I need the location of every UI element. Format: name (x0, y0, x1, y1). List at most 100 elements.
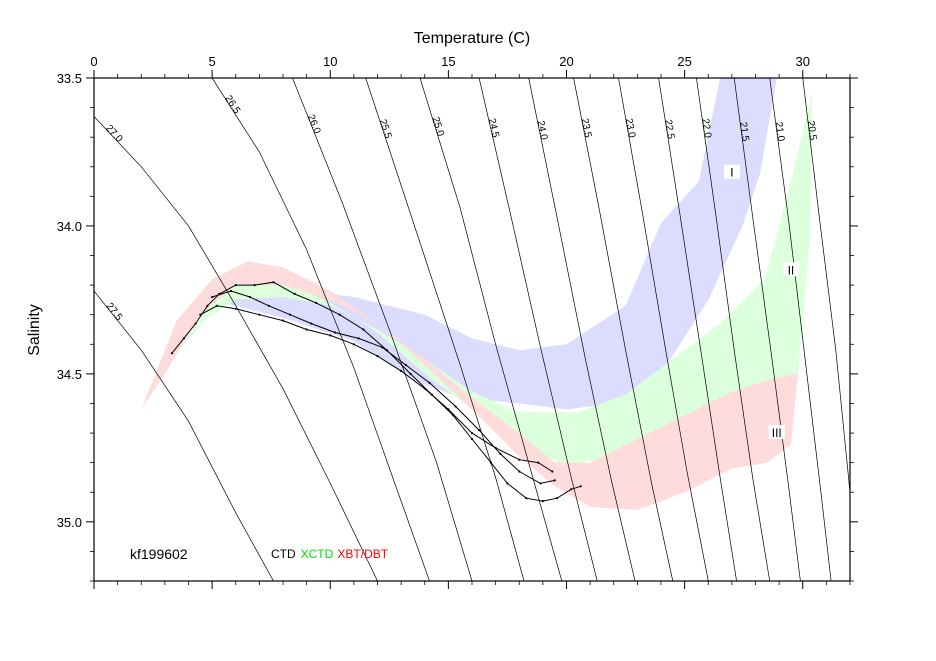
ctd-point (553, 479, 556, 482)
density-contour-label: 21.5 (737, 121, 751, 142)
density-contour (528, 78, 636, 581)
ctd-point (555, 497, 559, 500)
ctd-point (310, 322, 313, 325)
y-axis-label: Salinity (26, 304, 43, 356)
density-contour-label: 20.5 (805, 120, 818, 141)
density-contour-label: 22.0 (699, 118, 713, 139)
ctd-point (400, 369, 403, 372)
region-label-III: III (772, 426, 782, 440)
water-mass-regions (141, 78, 813, 510)
ctd-point (338, 313, 341, 316)
density-contour-label: 26.5 (222, 94, 242, 117)
ctd-profiles (170, 281, 582, 503)
density-contour (696, 78, 771, 581)
region-label-bg (768, 425, 785, 440)
ctd-point (541, 500, 545, 503)
density-contour (658, 78, 737, 581)
x-tick-label: 25 (677, 54, 691, 69)
y-tick-label: 34.5 (57, 367, 82, 382)
ctd-point (518, 458, 521, 461)
density-contour (802, 78, 850, 493)
ctd-point (253, 284, 256, 287)
ctd-point (454, 405, 457, 408)
ctd-point (305, 328, 308, 331)
density-contour (573, 78, 674, 581)
density-contour (478, 78, 598, 581)
ctd-point (206, 304, 209, 307)
density-contour (94, 116, 378, 581)
ctd-point (272, 281, 275, 284)
ctd-point (315, 301, 318, 304)
region-I-area (223, 78, 777, 410)
density-contour-labels: 27.0 27.5 26.5 26.0 25.5 25.0 24.5 24.0 23.5 23.0… (103, 94, 818, 324)
density-contour-label: 25.0 (430, 116, 446, 138)
ctd-point (518, 470, 521, 473)
density-contour (365, 78, 525, 581)
region-III-area (141, 261, 799, 510)
ctd-point (525, 497, 528, 500)
density-contour (618, 78, 709, 581)
ctd-point (362, 328, 365, 331)
ctd-point (258, 313, 261, 316)
ctd-point (489, 461, 492, 464)
ctd-point (376, 355, 379, 358)
ctd-point (281, 319, 285, 322)
density-contour (769, 78, 832, 581)
x-tick-label: 0 (90, 54, 97, 69)
density-contour-label: 23.0 (623, 118, 637, 140)
x-tick-label: 10 (323, 54, 337, 69)
ctd-point (551, 470, 554, 473)
y-tick-label: 33.5 (57, 71, 82, 86)
density-contour-label: 22.5 (662, 119, 676, 140)
ctd-point (423, 387, 426, 390)
x-tick-label: 5 (209, 54, 216, 69)
ctd-point (234, 284, 237, 287)
density-contour-label: 24.5 (486, 117, 501, 139)
legend-entry-ctd: CTD (271, 547, 296, 561)
ctd-point (199, 313, 202, 316)
ctd-point (289, 313, 292, 316)
ctd-point (234, 307, 237, 310)
density-contour (94, 290, 274, 581)
ctd-point (579, 485, 582, 488)
ctd-point (428, 381, 431, 384)
ctd-point (229, 289, 233, 293)
density-contour-label: 24.0 (535, 120, 550, 142)
ctd-point (499, 452, 502, 455)
density-contour (419, 78, 563, 581)
legend-entry-xctd: XCTD (301, 547, 334, 561)
legend-entry-xbt-dbt: XBT/DBT (337, 547, 388, 561)
x-axis-label: Temperature (C) (414, 30, 530, 47)
density-contour-label: 27.0 (103, 123, 125, 145)
density-contour (733, 78, 801, 581)
density-contour-label: 25.5 (377, 118, 394, 140)
y-tick-label: 34.0 (57, 219, 82, 234)
density-contours (94, 78, 850, 581)
ctd-point (447, 408, 450, 411)
ctd-point (293, 292, 296, 296)
ctd-point (182, 337, 185, 340)
ctd-point (211, 295, 214, 299)
y-tick-label: 35.0 (57, 515, 82, 530)
x-tick-label: 20 (559, 54, 573, 69)
ctd-point (215, 304, 218, 307)
ctd-point (381, 346, 384, 349)
region-label-I: I (730, 166, 733, 180)
density-contour-label: 27.5 (104, 301, 125, 323)
ctd-point (357, 337, 360, 340)
ctd-point (539, 482, 542, 485)
axes: 0 5 10 15 20 25 30 33.5 34.0 34.5 35.0 (57, 54, 858, 589)
ctd-point (329, 334, 332, 337)
ctd-point (404, 363, 407, 367)
ctd-point (470, 437, 474, 441)
density-contour-label: 23.5 (579, 117, 594, 139)
density-contour-label: 21.0 (773, 121, 787, 142)
x-tick-label: 30 (796, 54, 810, 69)
x-tick-label: 15 (441, 54, 455, 69)
ctd-point (194, 322, 197, 325)
ctd-point (170, 352, 174, 355)
ctd-point (267, 304, 270, 307)
region-label-bg (782, 262, 799, 277)
